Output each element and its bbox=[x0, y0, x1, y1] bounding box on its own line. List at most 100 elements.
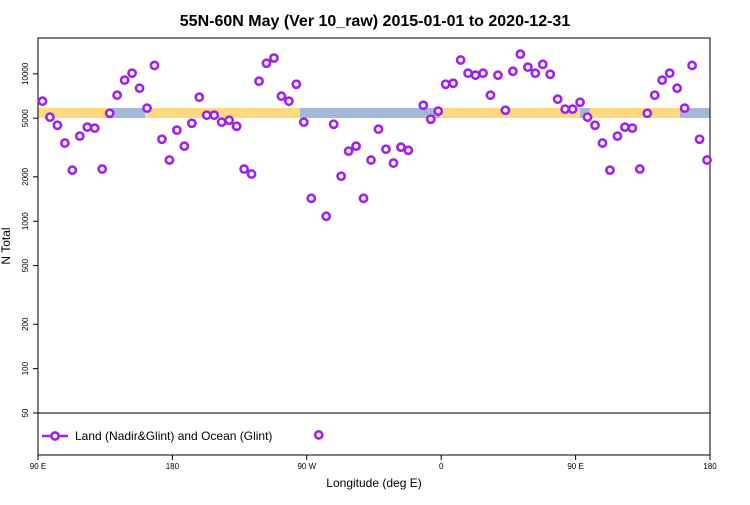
point bbox=[560, 104, 571, 115]
point bbox=[321, 211, 332, 222]
point bbox=[381, 144, 391, 155]
point bbox=[619, 122, 630, 133]
point bbox=[246, 169, 257, 179]
point bbox=[545, 69, 556, 80]
point bbox=[575, 97, 585, 108]
point bbox=[395, 142, 406, 153]
y-tick-label: 100 bbox=[21, 361, 30, 375]
land-ocean-band bbox=[38, 108, 710, 118]
point bbox=[388, 158, 399, 168]
point bbox=[298, 117, 309, 128]
point bbox=[672, 83, 683, 94]
point bbox=[455, 55, 466, 65]
point bbox=[37, 96, 48, 107]
point bbox=[418, 100, 429, 111]
point bbox=[201, 110, 212, 121]
point bbox=[493, 70, 503, 81]
point bbox=[567, 104, 578, 115]
point bbox=[597, 138, 608, 148]
point bbox=[261, 58, 272, 69]
point bbox=[515, 49, 526, 60]
point bbox=[216, 117, 227, 128]
point bbox=[67, 165, 78, 176]
point bbox=[276, 91, 287, 102]
point bbox=[366, 155, 376, 165]
point bbox=[425, 114, 436, 125]
point bbox=[97, 164, 108, 174]
point bbox=[530, 68, 541, 79]
point bbox=[358, 193, 369, 204]
x-tick-label: 0 bbox=[439, 462, 444, 471]
y-tick-label: 5000 bbox=[21, 109, 30, 127]
point bbox=[657, 75, 668, 86]
point bbox=[627, 123, 638, 134]
y-tick-label: 500 bbox=[21, 258, 30, 272]
point bbox=[440, 79, 451, 90]
point bbox=[224, 115, 235, 126]
point bbox=[209, 110, 220, 121]
land-band bbox=[590, 108, 680, 118]
point bbox=[89, 123, 100, 134]
point bbox=[336, 171, 347, 182]
point bbox=[171, 125, 182, 136]
point bbox=[194, 92, 205, 103]
point bbox=[351, 141, 361, 152]
point bbox=[186, 118, 197, 129]
point bbox=[448, 78, 459, 89]
chart-title: 55N-60N May (Ver 10_raw) 2015-01-01 to 2… bbox=[180, 13, 571, 30]
point bbox=[164, 155, 175, 165]
point bbox=[373, 124, 384, 135]
legend-marker bbox=[50, 431, 60, 441]
point bbox=[478, 68, 488, 79]
point bbox=[239, 164, 249, 174]
point bbox=[52, 120, 63, 131]
point bbox=[231, 121, 242, 132]
y-tick-label: 10000 bbox=[21, 62, 30, 85]
point bbox=[649, 90, 660, 101]
land-band bbox=[440, 108, 580, 118]
ocean-band bbox=[38, 108, 710, 118]
point bbox=[403, 145, 414, 156]
land-band bbox=[38, 108, 110, 118]
x-tick-label: 180 bbox=[166, 462, 180, 471]
point bbox=[485, 90, 496, 101]
y-tick-label: 1000 bbox=[21, 212, 30, 230]
point bbox=[269, 53, 279, 63]
land-band bbox=[145, 108, 300, 118]
point bbox=[500, 105, 511, 116]
point bbox=[522, 62, 533, 73]
x-tick-label: 90 W bbox=[297, 462, 316, 471]
point bbox=[433, 106, 444, 117]
point bbox=[104, 108, 115, 119]
point bbox=[507, 66, 518, 77]
y-axis-label: N Total bbox=[0, 227, 13, 264]
y-tick-label: 50 bbox=[21, 408, 30, 417]
point bbox=[537, 59, 548, 70]
point bbox=[582, 112, 593, 123]
x-tick-label: 90 E bbox=[30, 462, 46, 471]
point bbox=[590, 120, 600, 131]
point bbox=[45, 112, 55, 123]
point bbox=[306, 193, 317, 204]
point bbox=[552, 94, 563, 105]
point bbox=[634, 164, 645, 174]
point bbox=[157, 134, 167, 145]
point bbox=[149, 60, 160, 71]
point bbox=[82, 122, 93, 133]
x-tick-label: 180 bbox=[703, 462, 717, 471]
point bbox=[127, 68, 137, 79]
point bbox=[328, 119, 339, 130]
point bbox=[59, 138, 70, 148]
x-tick-label: 90 E bbox=[567, 462, 583, 471]
point bbox=[112, 90, 123, 101]
x-axis-label: Longitude (deg E) bbox=[326, 476, 421, 490]
point bbox=[283, 96, 294, 107]
point bbox=[470, 70, 481, 81]
point bbox=[463, 68, 473, 79]
point bbox=[612, 131, 623, 142]
point bbox=[291, 79, 302, 90]
point bbox=[134, 83, 145, 94]
point bbox=[679, 103, 690, 114]
point bbox=[687, 60, 697, 71]
